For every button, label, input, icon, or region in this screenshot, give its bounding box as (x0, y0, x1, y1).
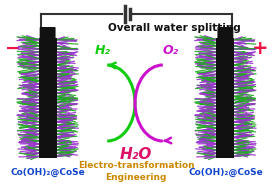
Bar (39, 38, 57, 158)
Text: Co(OH)₂@CoSe: Co(OH)₂@CoSe (188, 167, 263, 177)
Bar (216, 38, 234, 158)
Text: Co(OH)₂@CoSe: Co(OH)₂@CoSe (10, 167, 85, 177)
Text: H₂: H₂ (94, 44, 110, 57)
Text: Engineering: Engineering (105, 173, 167, 181)
Text: Electro-transformation: Electro-transformation (78, 160, 194, 170)
Text: +: + (252, 39, 268, 57)
Text: H₂O: H₂O (120, 147, 152, 162)
Text: O₂: O₂ (163, 44, 179, 57)
Text: Overall water splitting: Overall water splitting (108, 23, 241, 33)
FancyBboxPatch shape (40, 27, 56, 41)
FancyBboxPatch shape (217, 27, 233, 41)
Text: −: − (5, 39, 21, 57)
